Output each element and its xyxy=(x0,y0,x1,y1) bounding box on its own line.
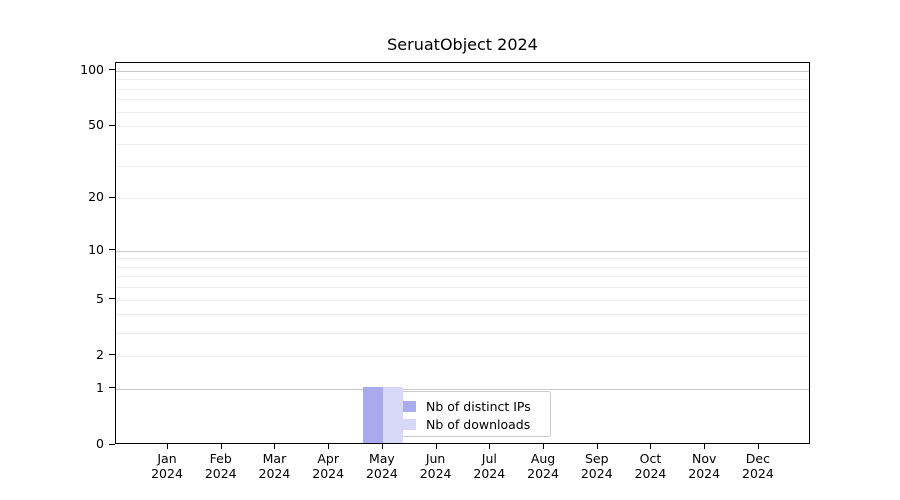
legend-swatch xyxy=(391,400,416,412)
y-tick xyxy=(109,124,115,126)
minor-gridline xyxy=(116,355,809,357)
y-tick xyxy=(109,354,115,356)
x-tick xyxy=(489,444,491,449)
x-tick-label: Mar 2024 xyxy=(258,451,291,481)
x-tick xyxy=(220,444,222,449)
legend-item: Nb of distinct IPs xyxy=(391,397,543,415)
x-tick-label: Feb 2024 xyxy=(204,451,237,481)
major-gridline xyxy=(116,388,809,390)
x-tick-label: Oct 2024 xyxy=(634,451,667,481)
y-tick-label: 0 xyxy=(96,436,104,451)
y-tick xyxy=(109,298,115,300)
y-tick-label: 2 xyxy=(96,346,104,362)
x-tick-label: Aug 2024 xyxy=(527,451,559,481)
x-tick-label: Nov 2024 xyxy=(688,451,721,481)
minor-gridline xyxy=(116,111,809,113)
x-tick xyxy=(328,444,330,449)
minor-gridline xyxy=(116,276,809,278)
y-tick-label: 1 xyxy=(96,379,104,395)
y-tick-label: 20 xyxy=(88,189,104,205)
legend-label: Nb of distinct IPs xyxy=(426,398,531,414)
y-tick xyxy=(109,387,115,389)
major-gridline xyxy=(116,250,809,252)
x-tick xyxy=(274,444,276,449)
y-tick xyxy=(109,443,115,445)
y-tick-label: 50 xyxy=(88,117,104,133)
minor-gridline xyxy=(116,126,809,128)
y-tick xyxy=(109,196,115,198)
y-tick-label: 5 xyxy=(96,290,104,306)
legend-item: Nb of downloads xyxy=(391,415,543,433)
x-tick-label: Jan 2024 xyxy=(151,451,183,481)
legend: Nb of distinct IPs Nb of downloads xyxy=(383,391,551,437)
x-tick-label: Dec 2024 xyxy=(742,451,774,481)
x-tick xyxy=(381,444,383,449)
x-tick xyxy=(704,444,706,449)
minor-gridline xyxy=(116,99,809,101)
bar-distinct-ips xyxy=(362,386,383,443)
plot-area xyxy=(115,62,810,444)
x-tick-label: Sep 2024 xyxy=(580,451,613,481)
minor-gridline xyxy=(116,88,809,90)
x-tick xyxy=(596,444,598,449)
x-tick xyxy=(757,444,759,449)
minor-gridline xyxy=(116,314,809,316)
x-tick xyxy=(543,444,545,449)
y-tick-label: 10 xyxy=(88,241,104,257)
minor-gridline xyxy=(116,332,809,334)
x-tick xyxy=(435,444,437,449)
minor-gridline xyxy=(116,266,809,268)
minor-gridline xyxy=(116,299,809,301)
minor-gridline xyxy=(116,198,809,200)
x-tick xyxy=(167,444,168,449)
x-tick-label: May 2024 xyxy=(365,451,398,481)
minor-gridline xyxy=(116,287,809,289)
minor-gridline xyxy=(116,166,809,168)
x-tick-label: Apr 2024 xyxy=(312,451,345,481)
legend-swatch xyxy=(391,418,416,430)
minor-gridline xyxy=(116,143,809,145)
major-gridline xyxy=(116,70,809,72)
x-tick-label: Jul 2024 xyxy=(473,451,506,481)
legend-label: Nb of downloads xyxy=(426,416,531,432)
minor-gridline xyxy=(116,79,809,81)
x-tick-label: Jun 2024 xyxy=(419,451,452,481)
y-tick xyxy=(109,69,115,71)
chart-title: SeruatObject 2024 xyxy=(387,35,538,54)
minor-gridline xyxy=(116,258,809,260)
y-tick-label: 100 xyxy=(80,61,104,77)
bar-downloads xyxy=(382,386,403,443)
y-tick xyxy=(109,249,115,250)
x-tick xyxy=(650,444,652,449)
